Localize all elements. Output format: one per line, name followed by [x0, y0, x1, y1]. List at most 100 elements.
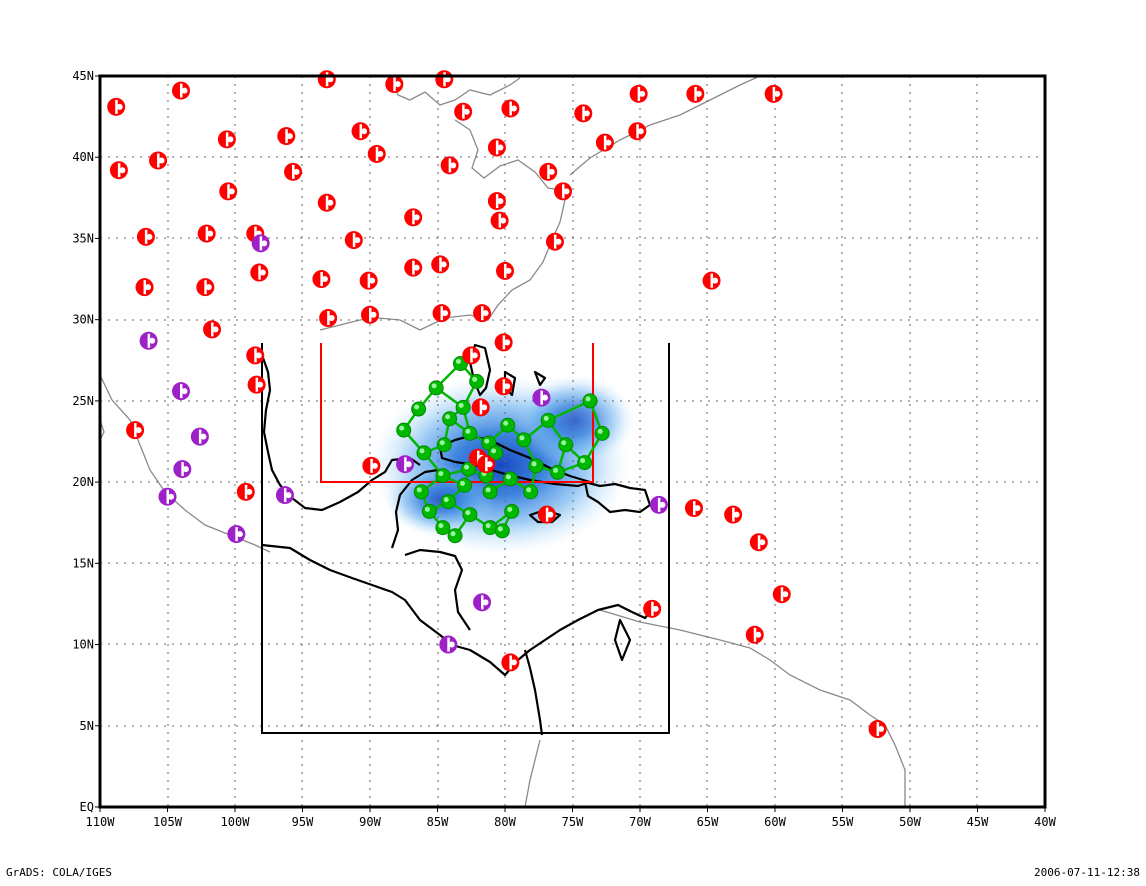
- station-red-bar: [479, 400, 483, 415]
- station-red-dot: [583, 110, 590, 117]
- station-red-dot: [563, 188, 570, 195]
- network-station-highlight: [439, 440, 445, 446]
- station-red-bar: [448, 158, 452, 173]
- station-red-bar: [352, 233, 356, 248]
- station-red-dot: [695, 90, 702, 97]
- network-station: [416, 445, 432, 461]
- station-red-bar: [134, 423, 137, 438]
- station-red-dot: [207, 230, 214, 237]
- station-purple: [275, 486, 294, 505]
- x-tick-label: 100W: [221, 815, 251, 829]
- station-red-dot: [482, 310, 489, 317]
- network-station-highlight: [472, 376, 478, 382]
- network-station-highlight: [497, 526, 503, 532]
- station-red-bar: [504, 263, 507, 278]
- network-station: [516, 432, 532, 448]
- network-station-highlight: [491, 448, 497, 454]
- station-red: [487, 138, 506, 157]
- station-red: [545, 232, 564, 251]
- station-red-dot: [486, 461, 493, 468]
- network-station: [494, 523, 510, 539]
- y-tick-label: 10N: [72, 638, 94, 652]
- station-red: [197, 224, 216, 243]
- network-link: [547, 399, 591, 422]
- station-red: [496, 261, 514, 280]
- station-red-bar: [180, 83, 183, 98]
- station-red-dot: [547, 511, 554, 518]
- network-station: [428, 380, 444, 396]
- station-red-dot: [548, 168, 555, 175]
- y-tick-label: 15N: [72, 556, 94, 570]
- station-purple: [396, 455, 415, 474]
- station-red: [471, 398, 490, 417]
- station-purple-dot: [405, 461, 412, 468]
- station-red-dot: [504, 339, 511, 346]
- station-red-dot: [116, 103, 123, 110]
- station-purple-bar: [447, 637, 450, 652]
- station-purple-dot: [448, 641, 455, 648]
- station-red-bar: [481, 306, 484, 321]
- network-station-highlight: [464, 464, 470, 470]
- network-station-highlight: [438, 523, 444, 529]
- station-red-dot: [555, 238, 562, 245]
- station-red-dot: [510, 105, 517, 112]
- station-red: [724, 505, 743, 524]
- y-axis-labels: EQ 5N 10N 15N 20N 25N 30N 35N 40N 45N: [72, 69, 100, 814]
- station-red-dot: [354, 237, 361, 244]
- station-red-bar: [636, 124, 639, 139]
- network-station-highlight: [458, 402, 464, 408]
- x-tick-label: 110W: [86, 815, 116, 829]
- network-station: [523, 484, 539, 500]
- station-red-bar: [211, 322, 214, 337]
- network-station: [455, 399, 471, 415]
- station-red: [359, 271, 378, 290]
- station-red-dot: [782, 591, 789, 598]
- x-tick-label: 40W: [1034, 815, 1056, 829]
- stations-red: [107, 70, 887, 739]
- station-red: [574, 104, 593, 123]
- station-red: [203, 320, 222, 339]
- station-purple-dot: [168, 493, 174, 500]
- network-station-highlight: [443, 497, 449, 503]
- network-station: [582, 393, 598, 409]
- station-red-bar: [258, 265, 261, 280]
- station-red-bar: [470, 348, 473, 363]
- station-red-bar: [205, 226, 209, 241]
- network-station: [436, 437, 452, 453]
- station-red-bar: [225, 132, 229, 147]
- station-red: [312, 270, 331, 289]
- station-red: [217, 130, 236, 149]
- station-red-bar: [582, 106, 585, 121]
- station-red: [149, 151, 168, 170]
- station-purple: [251, 234, 270, 253]
- station-red: [432, 304, 451, 323]
- network-station-highlight: [465, 428, 471, 434]
- station-red-bar: [553, 234, 557, 249]
- footer-credit: GrADS: COLA/IGES: [6, 866, 112, 879]
- y-tick-label: 45N: [72, 69, 94, 83]
- x-tick-label: 80W: [494, 815, 516, 829]
- station-purple: [227, 525, 246, 544]
- network-station-highlight: [531, 461, 537, 467]
- x-tick-label: 60W: [764, 815, 786, 829]
- x-tick-label: 65W: [697, 815, 719, 829]
- station-purple-bar: [657, 497, 661, 512]
- station-red: [539, 162, 558, 181]
- station-red: [344, 231, 363, 250]
- station-red-bar: [545, 507, 549, 522]
- network-station: [550, 464, 566, 480]
- station-red-dot: [212, 326, 219, 333]
- station-red-bar: [710, 273, 714, 288]
- station-red: [361, 305, 379, 324]
- station-red: [126, 421, 145, 440]
- network-station-highlight: [503, 420, 509, 426]
- station-red-dot: [500, 217, 507, 224]
- station-red-bar: [603, 135, 607, 150]
- station-red-bar: [254, 348, 257, 363]
- network-station-highlight: [484, 438, 490, 444]
- station-red-dot: [145, 284, 152, 291]
- station-red-dot: [694, 505, 701, 512]
- station-red-dot: [158, 157, 165, 164]
- station-red-bar: [443, 72, 446, 87]
- station-red: [109, 161, 128, 180]
